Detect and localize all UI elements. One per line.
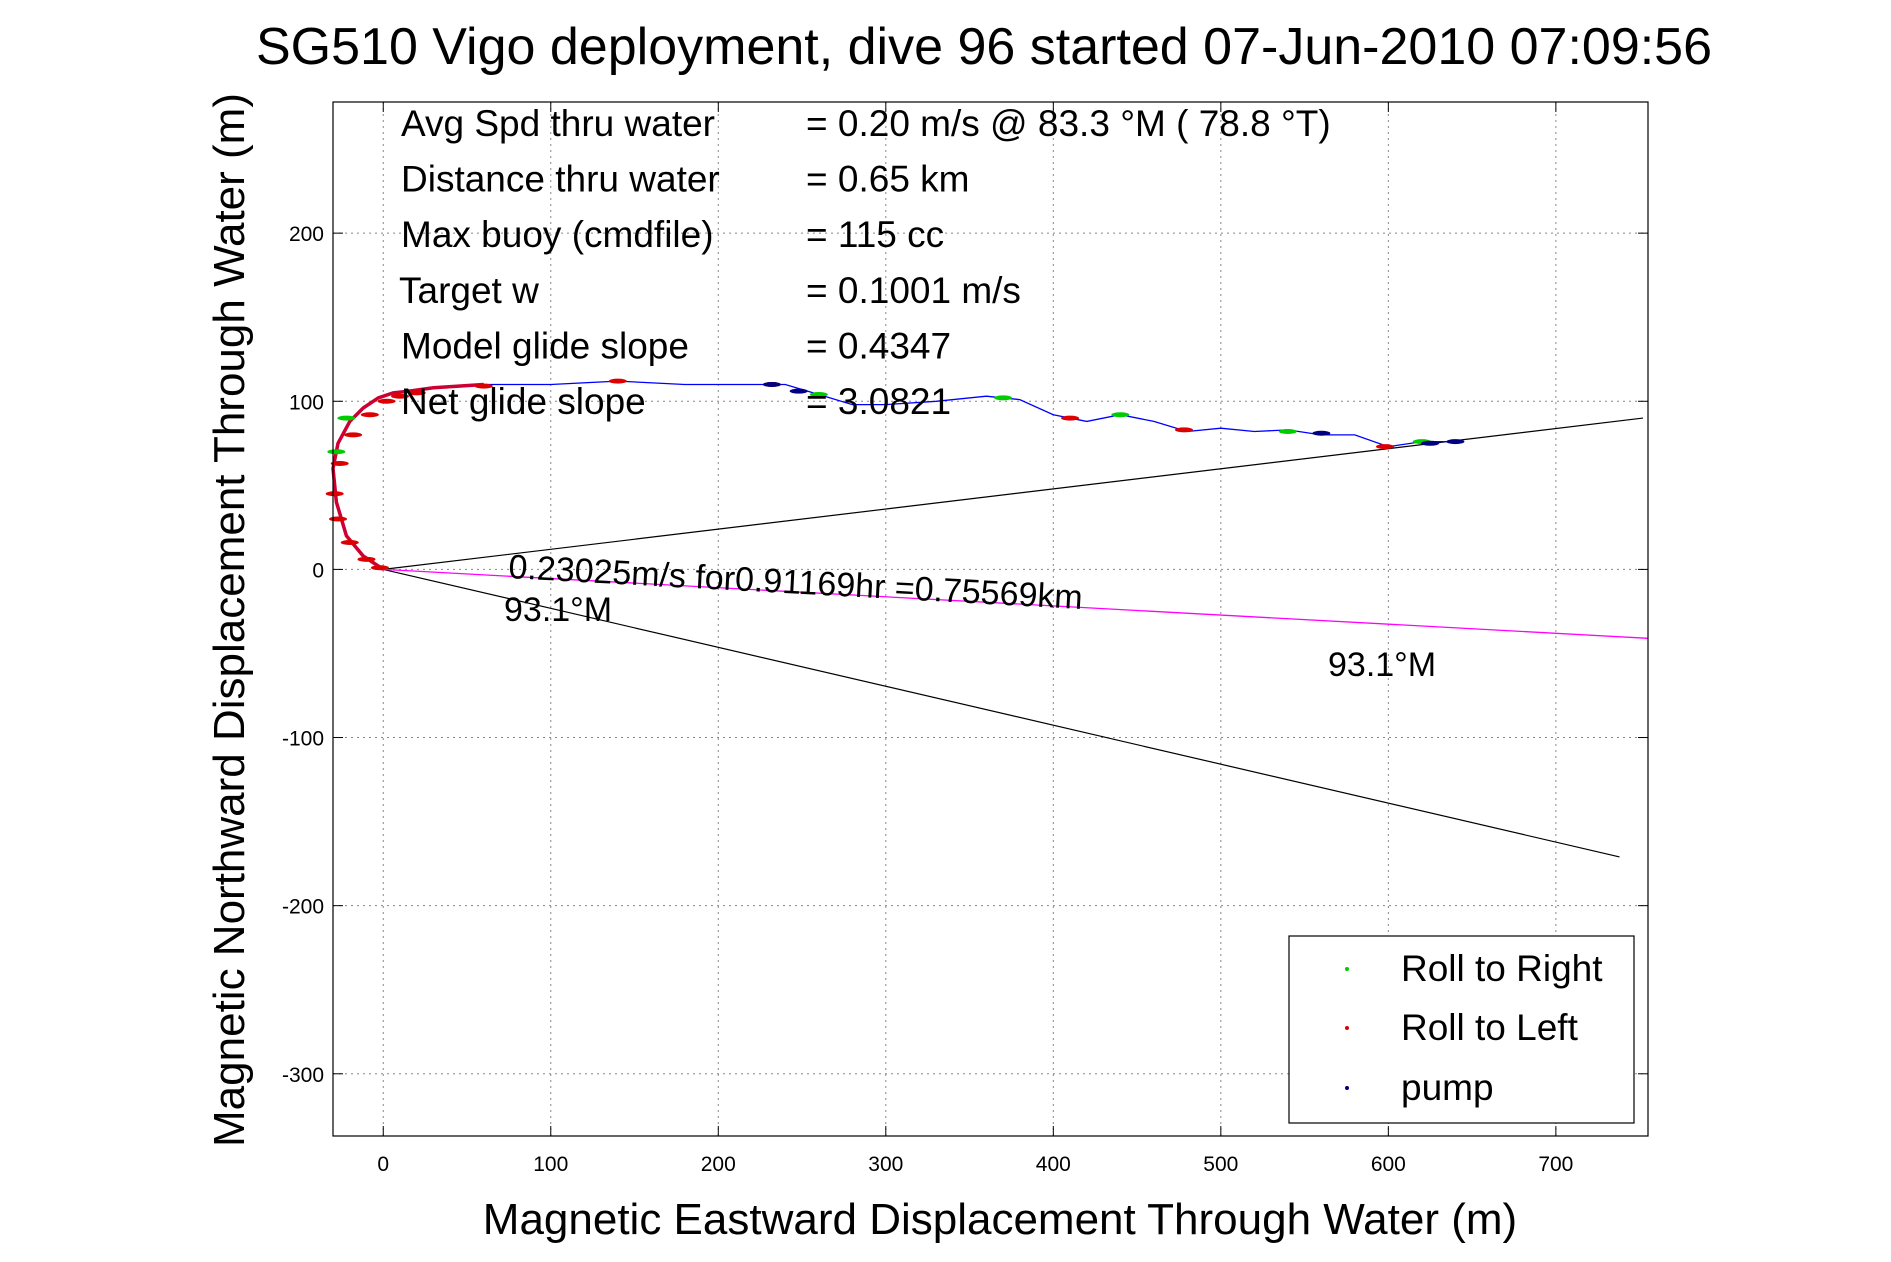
info-value: = 0.65 km bbox=[806, 159, 970, 200]
reference-lines bbox=[383, 417, 1649, 858]
roll-left-legend-marker bbox=[1345, 1026, 1349, 1030]
roll-left-point bbox=[330, 460, 349, 466]
y-axis-title: Magnetic Northward Displacement Through … bbox=[205, 93, 254, 1147]
info-panel: Avg Spd thru water = 0.20 m/s @ 83.3 °M (… bbox=[399, 103, 1331, 422]
roll-left-point bbox=[325, 491, 344, 497]
roll-left-point bbox=[391, 393, 410, 399]
depth-averaged-current-line bbox=[383, 568, 1649, 639]
chart-title: SG510 Vigo deployment, dive 96 started 0… bbox=[256, 18, 1712, 76]
info-label: Target w bbox=[399, 270, 539, 311]
x-tick-label: 700 bbox=[1538, 1153, 1573, 1176]
y-tick-label: -100 bbox=[282, 728, 324, 751]
roll-left-point bbox=[344, 432, 363, 438]
x-tick-label: 200 bbox=[701, 1153, 736, 1176]
info-value: = 0.4347 bbox=[806, 325, 951, 366]
roll-left-point bbox=[407, 390, 426, 396]
pump-legend-marker bbox=[1345, 1086, 1349, 1090]
info-label: Distance thru water bbox=[401, 159, 720, 200]
plot-area-frame bbox=[332, 101, 1649, 1137]
info-label: Model glide slope bbox=[401, 325, 689, 366]
roll-right-legend-marker bbox=[1345, 967, 1349, 971]
roll-right-point bbox=[994, 395, 1013, 401]
info-value: = 0.20 m/s @ 83.3 °M ( 78.8 °T) bbox=[806, 103, 1331, 144]
heading-annotation-near: 93.1°M bbox=[504, 591, 612, 629]
y-tick-label: -200 bbox=[282, 896, 324, 919]
x-tick-label: 500 bbox=[1203, 1153, 1238, 1176]
heading-annotation-far: 93.1°M bbox=[1328, 646, 1436, 684]
roll-right-point bbox=[809, 392, 828, 398]
roll-left-track-segment bbox=[331, 382, 484, 571]
x-tick-label: 300 bbox=[868, 1153, 903, 1176]
roll-left-point bbox=[370, 565, 389, 571]
grid-lines bbox=[333, 102, 1648, 1136]
legend-entry-label: pump bbox=[1401, 1067, 1494, 1108]
roll-left-point bbox=[1061, 415, 1080, 421]
y-tick-label: 0 bbox=[312, 559, 324, 582]
info-label: Avg Spd thru water bbox=[401, 103, 715, 144]
roll-left-point bbox=[360, 412, 379, 418]
roll-right-point bbox=[1111, 412, 1130, 418]
x-tick-label: 400 bbox=[1036, 1153, 1071, 1176]
plot-series bbox=[325, 378, 1465, 571]
y-tick-label: -300 bbox=[282, 1064, 324, 1087]
y-tick-label: 100 bbox=[289, 391, 324, 414]
x-tick-label: 600 bbox=[1371, 1153, 1406, 1176]
roll-left-point bbox=[1376, 444, 1394, 450]
info-value: = 0.1001 m/s bbox=[806, 270, 1021, 311]
legend-entry-label: Roll to Left bbox=[1401, 1007, 1579, 1048]
roll-left-point bbox=[357, 556, 376, 562]
legend-entry-label: Roll to Right bbox=[1401, 948, 1603, 989]
info-label: Max buoy (cmdfile) bbox=[401, 214, 714, 255]
pump-point bbox=[1446, 439, 1465, 445]
x-tick-label: 100 bbox=[533, 1153, 568, 1176]
axis-ticks: 0 100 200 300 400 500 600 700 200 100 0 -100 -200 -30… bbox=[282, 102, 1648, 1176]
roll-left-point bbox=[340, 540, 359, 546]
roll-left-point bbox=[377, 398, 396, 404]
pump-point bbox=[762, 381, 781, 387]
roll-right-point bbox=[337, 415, 356, 421]
pump-point bbox=[1312, 430, 1331, 436]
heading-reference-line bbox=[383, 568, 1620, 858]
y-tick-label: 200 bbox=[289, 223, 324, 246]
info-value: = 115 cc bbox=[806, 214, 944, 255]
roll-right-point bbox=[327, 449, 346, 455]
x-tick-label: 0 bbox=[377, 1153, 389, 1176]
roll-left-point bbox=[1174, 427, 1193, 433]
legend: Roll to Right Roll to Left pump bbox=[1288, 935, 1635, 1124]
info-label: Net glide slope bbox=[401, 381, 646, 422]
roll-left-point bbox=[329, 516, 348, 522]
roll-left-point bbox=[474, 383, 493, 389]
pump-point bbox=[1421, 440, 1440, 446]
info-value: = 3.0821 bbox=[806, 381, 951, 422]
roll-left-point bbox=[608, 378, 627, 384]
pump-point bbox=[789, 388, 808, 394]
x-axis-title: Magnetic Eastward Displacement Through W… bbox=[483, 1195, 1517, 1244]
roll-right-point bbox=[1278, 429, 1297, 435]
